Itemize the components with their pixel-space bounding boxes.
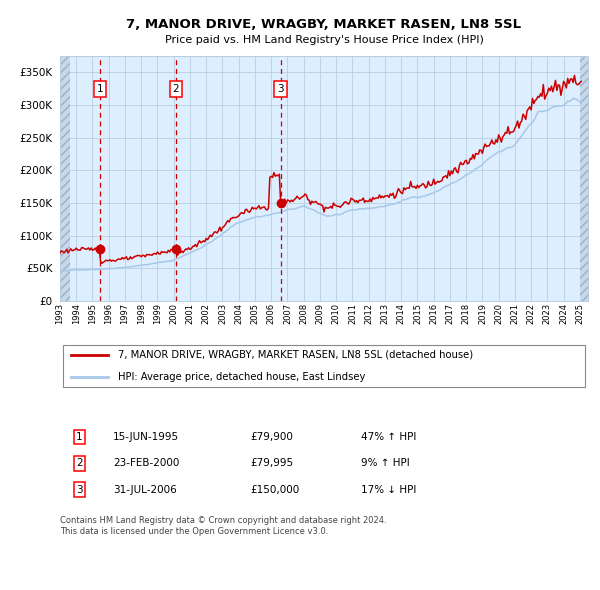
Text: 2: 2 [173,84,179,94]
Text: 2006: 2006 [266,303,275,324]
Text: 7, MANOR DRIVE, WRAGBY, MARKET RASEN, LN8 5SL (detached house): 7, MANOR DRIVE, WRAGBY, MARKET RASEN, LN… [118,350,473,360]
Bar [60,56,70,301]
Bar [580,56,588,301]
Text: 9% ↑ HPI: 9% ↑ HPI [361,458,410,468]
Text: 2019: 2019 [478,303,487,324]
Text: Contains HM Land Registry data © Crown copyright and database right 2024.: Contains HM Land Registry data © Crown c… [60,516,386,525]
FancyBboxPatch shape [62,345,586,387]
Text: 2021: 2021 [511,303,520,324]
Text: 1996: 1996 [104,303,113,324]
Text: 2008: 2008 [299,303,308,324]
Text: 2017: 2017 [445,303,454,324]
Text: 2001: 2001 [185,303,194,324]
Text: 1999: 1999 [153,303,162,324]
Text: 2013: 2013 [380,303,389,324]
Text: 2000: 2000 [169,303,178,324]
Text: 15-JUN-1995: 15-JUN-1995 [113,432,179,442]
Text: 2003: 2003 [218,303,227,324]
Text: 2012: 2012 [364,303,373,324]
Text: 7, MANOR DRIVE, WRAGBY, MARKET RASEN, LN8 5SL: 7, MANOR DRIVE, WRAGBY, MARKET RASEN, LN… [127,18,521,31]
Text: 2025: 2025 [575,303,584,324]
Text: HPI: Average price, detached house, East Lindsey: HPI: Average price, detached house, East… [118,372,365,382]
Text: 2018: 2018 [461,303,470,324]
Text: 2005: 2005 [250,303,259,324]
Text: 2: 2 [76,458,83,468]
Text: 2011: 2011 [348,303,357,324]
Text: 2020: 2020 [494,303,503,324]
Text: 1: 1 [97,84,103,94]
Text: 2016: 2016 [429,303,438,324]
Text: 1997: 1997 [121,303,130,324]
Text: 2024: 2024 [559,303,568,324]
Text: 2007: 2007 [283,303,292,324]
Text: 3: 3 [76,484,83,494]
Text: 1995: 1995 [88,303,97,324]
Text: 2022: 2022 [527,303,536,324]
Text: 1993: 1993 [55,303,64,324]
Text: 47% ↑ HPI: 47% ↑ HPI [361,432,416,442]
Text: 1: 1 [76,432,83,442]
Text: 1994: 1994 [72,303,81,324]
Text: 2010: 2010 [332,303,341,324]
Text: 2014: 2014 [397,303,406,324]
Text: £79,900: £79,900 [250,432,293,442]
Text: 1998: 1998 [137,303,146,324]
Text: 2015: 2015 [413,303,422,324]
Text: Price paid vs. HM Land Registry's House Price Index (HPI): Price paid vs. HM Land Registry's House … [164,35,484,45]
Text: 17% ↓ HPI: 17% ↓ HPI [361,484,416,494]
Text: This data is licensed under the Open Government Licence v3.0.: This data is licensed under the Open Gov… [60,527,328,536]
Text: 2023: 2023 [543,303,552,324]
Text: 2004: 2004 [234,303,243,324]
Text: 23-FEB-2000: 23-FEB-2000 [113,458,179,468]
Text: 2009: 2009 [316,303,325,324]
Text: 31-JUL-2006: 31-JUL-2006 [113,484,176,494]
Text: 2002: 2002 [202,303,211,324]
Text: £79,995: £79,995 [250,458,293,468]
Text: £150,000: £150,000 [250,484,299,494]
Text: 3: 3 [277,84,284,94]
